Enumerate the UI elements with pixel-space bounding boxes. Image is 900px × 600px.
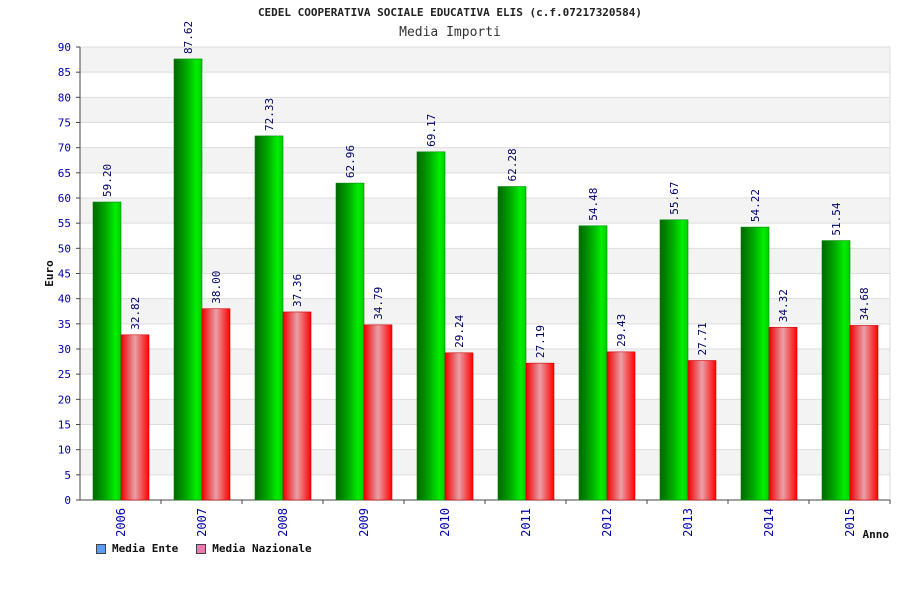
legend-label-media-ente: Media Ente	[112, 542, 179, 555]
data-label: 59.20	[101, 164, 114, 197]
data-label: 54.22	[749, 189, 762, 222]
bar-media-nazionale	[687, 360, 717, 501]
grid-band	[80, 198, 890, 224]
y-tick-label: 35	[58, 318, 71, 331]
x-tick-label: 2013	[681, 508, 695, 537]
y-tick-label: 80	[58, 91, 71, 104]
bar-media-nazionale	[120, 334, 150, 501]
data-label: 34.79	[372, 287, 385, 320]
bar-media-ente	[659, 219, 689, 501]
data-label: 29.43	[615, 314, 628, 347]
chart-subtitle: Media Importi	[399, 25, 501, 40]
x-tick-label: 2011	[519, 508, 533, 537]
bar-media-ente	[254, 135, 284, 501]
legend-label-media-nazionale: Media Nazionale	[212, 542, 312, 555]
data-label: 34.68	[858, 287, 871, 320]
y-tick-label: 40	[58, 293, 71, 306]
bar-media-nazionale	[201, 308, 231, 501]
bar-media-ente	[740, 226, 770, 501]
bar-media-ente	[173, 58, 203, 501]
legend-item-media-nazionale: Media Nazionale	[196, 542, 312, 555]
bar-media-nazionale	[525, 362, 555, 501]
bar-media-ente	[497, 186, 527, 501]
data-label: 72.33	[263, 98, 276, 131]
x-tick-label: 2014	[762, 508, 776, 537]
x-tick-label: 2007	[195, 508, 209, 537]
y-tick-label: 45	[58, 268, 71, 281]
bar-media-ente	[335, 182, 365, 501]
chart-title: CEDEL COOPERATIVA SOCIALE EDUCATIVA ELIS…	[257, 6, 643, 19]
legend-swatch-media-nazionale	[196, 543, 207, 554]
data-label: 62.96	[344, 145, 357, 178]
x-tick-label: 2012	[600, 508, 614, 537]
data-label: 38.00	[210, 271, 223, 304]
y-axis-label: Euro	[43, 260, 56, 287]
x-axis-label: Anno	[863, 528, 890, 541]
y-tick-label: 65	[58, 167, 71, 180]
y-tick-label: 85	[58, 66, 71, 79]
data-label: 37.36	[291, 274, 304, 307]
bar-media-nazionale	[606, 351, 636, 501]
bar-media-nazionale	[849, 325, 879, 501]
grid-band	[80, 97, 890, 123]
grid-band	[80, 47, 890, 73]
bar-media-ente	[416, 151, 446, 501]
bar-media-ente	[821, 240, 851, 501]
y-tick-label: 20	[58, 393, 71, 406]
y-tick-label: 10	[58, 444, 71, 457]
bar-media-nazionale	[768, 326, 798, 501]
y-tick-label: 30	[58, 343, 71, 356]
data-label: 69.17	[425, 114, 438, 147]
y-tick-label: 70	[58, 142, 71, 155]
data-label: 32.82	[129, 297, 142, 330]
data-label: 51.54	[830, 202, 843, 235]
y-tick-label: 75	[58, 117, 71, 130]
data-label: 54.48	[587, 188, 600, 221]
bar-media-ente	[92, 201, 122, 501]
y-tick-label: 15	[58, 419, 71, 432]
bar-media-ente	[578, 225, 608, 501]
y-tick-label: 0	[64, 494, 71, 507]
x-tick-label: 2006	[114, 508, 128, 537]
data-label: 87.62	[182, 21, 195, 54]
y-tick-label: 60	[58, 192, 71, 205]
y-tick-label: 55	[58, 217, 71, 230]
data-label: 34.32	[777, 289, 790, 322]
data-label: 55.67	[668, 182, 681, 215]
y-tick-label: 90	[58, 41, 71, 54]
x-tick-label: 2008	[276, 508, 290, 537]
bar-media-nazionale	[444, 352, 474, 501]
grid-band	[80, 147, 890, 173]
y-tick-label: 25	[58, 368, 71, 381]
legend: Media Ente Media Nazionale	[96, 542, 312, 555]
bar-media-nazionale	[282, 311, 312, 501]
legend-swatch-media-ente	[96, 543, 106, 554]
data-label: 27.19	[534, 325, 547, 358]
bar-media-nazionale	[363, 324, 393, 501]
data-label: 29.24	[453, 314, 466, 347]
x-tick-label: 2009	[357, 508, 371, 537]
x-tick-label: 2015	[843, 508, 857, 537]
data-label: 27.71	[696, 322, 709, 355]
y-tick-label: 5	[64, 469, 71, 482]
y-tick-label: 50	[58, 242, 71, 255]
data-label: 62.28	[506, 148, 519, 181]
x-tick-label: 2010	[438, 508, 452, 537]
legend-item-media-ente: Media Ente	[96, 542, 178, 555]
